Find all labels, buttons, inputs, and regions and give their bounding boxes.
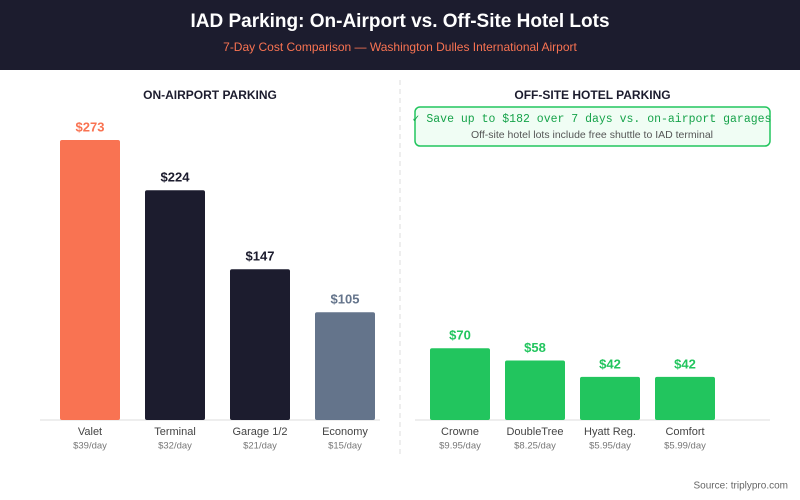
bar — [580, 376, 640, 420]
x-tick-label: DoubleTree — [506, 426, 563, 438]
x-tick-label: Economy — [322, 426, 368, 438]
value-label: $70 — [449, 328, 471, 343]
bar — [60, 140, 120, 420]
bar — [230, 269, 290, 420]
category-note: $9.95/day — [439, 441, 481, 452]
callout-headline: ✓ Save up to $182 over 7 days vs. on-air… — [413, 113, 772, 126]
x-tick-label: Terminal — [154, 426, 196, 438]
bar — [505, 360, 565, 420]
value-label: $42 — [674, 356, 696, 371]
value-label: $105 — [331, 292, 360, 307]
value-label: $58 — [524, 340, 546, 355]
bar — [430, 348, 490, 420]
category-note: $39/day — [73, 441, 107, 452]
category-note: $8.25/day — [514, 441, 556, 452]
x-tick-label: Comfort — [665, 426, 704, 438]
category-note: $5.95/day — [589, 441, 631, 452]
value-label: $273 — [76, 119, 105, 134]
bar — [655, 376, 715, 420]
callout-box — [414, 106, 771, 147]
x-tick-label: Crowne — [441, 426, 479, 438]
value-label: $42 — [599, 356, 621, 371]
source: Source: triplypro.com — [694, 481, 788, 492]
header-band — [0, 0, 800, 70]
x-tick-label: Garage 1/2 — [232, 426, 287, 438]
panel-title: ON-AIRPORT PARKING — [143, 88, 277, 102]
value-label: $224 — [161, 170, 191, 185]
value-label: $147 — [246, 249, 275, 264]
category-note: $21/day — [243, 441, 277, 452]
bar — [145, 190, 205, 420]
chart-title: IAD Parking: On-Airport vs. Off-Site Hot… — [190, 11, 609, 32]
chart-subtitle: 7-Day Cost Comparison — Washington Dulle… — [223, 40, 577, 54]
panel-title: OFF-SITE HOTEL PARKING — [514, 88, 670, 102]
category-note: $15/day — [328, 441, 362, 452]
callout-text: Off-site hotel lots include free shuttle… — [471, 129, 713, 141]
x-tick-label: Hyatt Reg. — [584, 426, 636, 438]
category-note: $5.99/day — [664, 441, 706, 452]
category-note: $32/day — [158, 441, 192, 452]
x-tick-label: Valet — [78, 426, 102, 438]
bar — [315, 312, 375, 420]
